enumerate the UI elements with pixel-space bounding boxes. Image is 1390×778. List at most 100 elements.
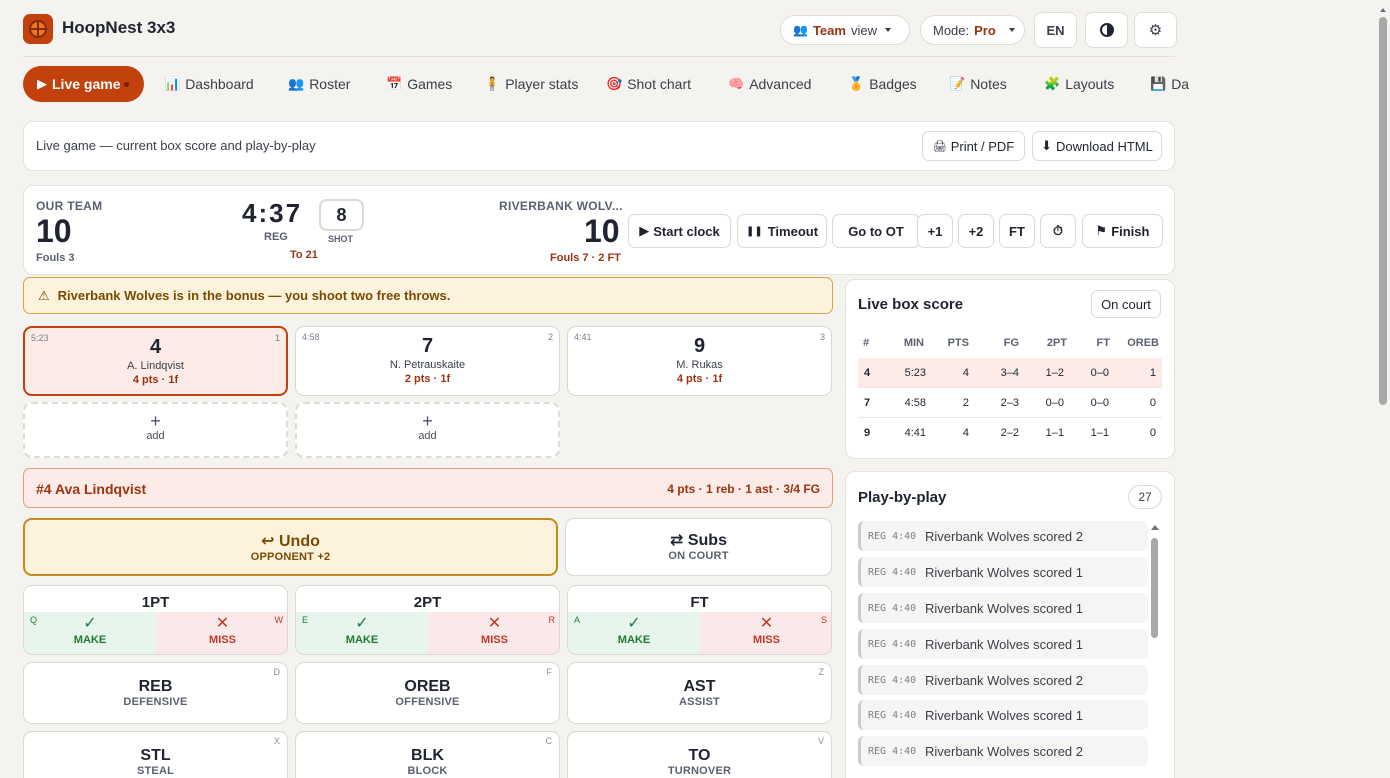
chevron-down-icon bbox=[1008, 28, 1015, 32]
save-icon: 💾 bbox=[1150, 76, 1167, 91]
selected-player-name: #4 Ava Lindqvist bbox=[36, 481, 147, 497]
calendar-icon: 📅 bbox=[386, 76, 403, 91]
timeout-button[interactable]: ❚❚ Timeout bbox=[737, 214, 827, 248]
player-card[interactable]: 4:58 2 7 N. Petrauskaite 2 pts · 1f bbox=[295, 326, 560, 396]
settings-button[interactable]: ⚙ bbox=[1134, 12, 1177, 48]
event-count-badge: 27 bbox=[1128, 485, 1162, 509]
block-button[interactable]: C BLK BLOCK bbox=[295, 731, 560, 778]
list-item[interactable]: REG 4:40 Riverbank Wolves scored 2 bbox=[858, 736, 1148, 766]
subs-button[interactable]: ⇄ Subs ON COURT bbox=[565, 518, 832, 576]
target-score: To 21 bbox=[290, 249, 318, 261]
make-ft-button[interactable]: A ✓ MAKE bbox=[568, 612, 700, 654]
finish-button[interactable]: ⚑ Finish bbox=[1082, 214, 1163, 248]
scroll-up-arrow-icon[interactable] bbox=[1380, 8, 1386, 12]
language-button[interactable]: EN bbox=[1034, 12, 1077, 48]
assist-button[interactable]: Z AST ASSIST bbox=[567, 662, 832, 724]
table-row[interactable]: 7 4:58 2 2–3 0–0 0–0 0 bbox=[858, 388, 1162, 418]
scoreboard: OUR TEAM 10 Fouls 3 4:37 REG To 21 8 SHO… bbox=[23, 185, 1175, 275]
tab-notes[interactable]: 📝 Notes bbox=[949, 76, 1007, 92]
people-icon: 👥 bbox=[288, 76, 305, 91]
list-item[interactable]: REG 4:40 Riverbank Wolves scored 1 bbox=[858, 700, 1148, 730]
player-card[interactable]: 5:23 1 4 A. Lindqvist 4 pts · 1f bbox=[23, 326, 288, 396]
offensive-rebound-button[interactable]: F OREB OFFENSIVE bbox=[295, 662, 560, 724]
list-item[interactable]: REG 4:40 Riverbank Wolves scored 1 bbox=[858, 629, 1148, 659]
subhead-text: Live game — current box score and play-b… bbox=[36, 138, 316, 153]
table-row[interactable]: 9 4:41 4 2–2 1–1 1–1 0 bbox=[864, 427, 1156, 439]
turnover-button[interactable]: V TO TURNOVER bbox=[567, 731, 832, 778]
stopwatch-icon: ⏱ bbox=[1052, 223, 1064, 238]
play-icon: ▶ bbox=[37, 76, 47, 91]
swap-icon: ⇄ bbox=[670, 532, 688, 549]
tab-advanced[interactable]: 🧠 Advanced bbox=[728, 76, 812, 92]
mode-dropdown[interactable]: Mode: Pro bbox=[920, 15, 1025, 45]
tab-live-game[interactable]: ▶ Live game bbox=[23, 66, 144, 102]
shot-group-2pt: 2PT E ✓ MAKE R ✕ MISS bbox=[295, 585, 560, 655]
tab-dashboard[interactable]: 📊 Dashboard bbox=[164, 76, 254, 92]
page-scrollbar-thumb[interactable] bbox=[1379, 17, 1387, 405]
app-header: HoopNest 3x3 👥 Team view Mode: Pro EN ⚙ bbox=[23, 12, 1177, 57]
game-clock[interactable]: 4:37 bbox=[242, 198, 303, 228]
miss-1pt-button[interactable]: W ✕ MISS bbox=[156, 612, 287, 654]
add-player-slot[interactable]: + add bbox=[295, 402, 560, 458]
table-row[interactable]: 4 5:23 4 3–4 1–2 0–0 1 bbox=[858, 358, 1162, 388]
cross-icon: ✕ bbox=[487, 615, 502, 632]
list-item[interactable]: REG 4:40 Riverbank Wolves scored 2 bbox=[858, 665, 1148, 695]
make-1pt-button[interactable]: Q ✓ MAKE bbox=[24, 612, 156, 654]
make-2pt-button[interactable]: E ✓ MAKE bbox=[296, 612, 428, 654]
page-scrollbar-track[interactable] bbox=[1377, 0, 1390, 778]
shot-group-1pt: 1PT Q ✓ MAKE W ✕ MISS bbox=[23, 585, 288, 655]
miss-ft-button[interactable]: S ✕ MISS bbox=[700, 612, 831, 654]
free-throw-button[interactable]: FT bbox=[999, 214, 1035, 248]
our-team-label: OUR TEAM bbox=[36, 199, 103, 213]
download-html-button[interactable]: ⬇ Download HTML bbox=[1032, 131, 1162, 161]
check-icon: ✓ bbox=[83, 615, 97, 632]
tab-games[interactable]: 📅 Games bbox=[386, 76, 453, 92]
plus-two-button[interactable]: +2 bbox=[958, 214, 994, 248]
stopwatch-button[interactable]: ⏱ bbox=[1040, 214, 1076, 248]
our-fouls: Fouls 3 bbox=[36, 252, 75, 264]
steal-button[interactable]: X STL STEAL bbox=[23, 731, 288, 778]
pause-icon: ❚❚ bbox=[745, 225, 763, 237]
tab-player-stats[interactable]: 🧍 Player stats bbox=[484, 76, 579, 92]
printer-icon: 🖨 bbox=[932, 140, 947, 153]
box-score-title: Live box score bbox=[858, 296, 964, 313]
main-nav: ▶ Live game 📊 Dashboard 👥 Roster 📅 Games 🧍 Pl… bbox=[23, 66, 1190, 104]
add-player-slot[interactable]: + add bbox=[23, 402, 288, 458]
start-clock-button[interactable]: ▶ Start clock bbox=[628, 214, 731, 248]
live-dot-icon bbox=[124, 81, 130, 87]
play-by-play-title: Play-by-play bbox=[858, 489, 947, 506]
list-item[interactable]: REG 4:40 Riverbank Wolves scored 1 bbox=[858, 557, 1148, 587]
contrast-toggle-button[interactable] bbox=[1085, 12, 1128, 48]
contrast-icon bbox=[1099, 23, 1114, 37]
print-pdf-button[interactable]: 🖨 Print / PDF bbox=[922, 131, 1025, 161]
tab-layouts[interactable]: 🧩 Layouts bbox=[1044, 76, 1115, 92]
player-icon: 🧍 bbox=[484, 76, 501, 91]
shot-clock[interactable]: 8 bbox=[319, 199, 364, 231]
miss-2pt-button[interactable]: R ✕ MISS bbox=[428, 612, 559, 654]
app-title: HoopNest 3x3 bbox=[62, 18, 176, 37]
team-view-dropdown[interactable]: 👥 Team view bbox=[780, 15, 910, 45]
brain-icon: 🧠 bbox=[728, 76, 745, 91]
list-item[interactable]: REG 4:40 Riverbank Wolves scored 1 bbox=[858, 593, 1148, 623]
player-card[interactable]: 4:41 3 9 M. Rukas 4 pts · 1f bbox=[567, 326, 832, 396]
selected-player-stats: 4 pts · 1 reb · 1 ast · 3/4 FG bbox=[667, 482, 820, 496]
basketball-logo-icon bbox=[23, 14, 53, 44]
play-icon: ▶ bbox=[639, 223, 650, 238]
rebound-button[interactable]: D REB DEFENSIVE bbox=[23, 662, 288, 724]
tab-roster[interactable]: 👥 Roster bbox=[288, 76, 351, 92]
on-court-filter-button[interactable]: On court bbox=[1091, 290, 1161, 318]
period-label: REG bbox=[264, 231, 288, 243]
play-by-play-panel bbox=[845, 471, 1175, 778]
tab-badges[interactable]: 🏅 Badges bbox=[848, 76, 917, 92]
plus-one-button[interactable]: +1 bbox=[917, 214, 953, 248]
target-icon: 🎯 bbox=[606, 76, 623, 91]
tab-shot-chart[interactable]: 🎯 Shot chart bbox=[606, 76, 692, 92]
tab-data[interactable]: 💾 Da bbox=[1150, 76, 1190, 92]
undo-button[interactable]: ↩ Undo OPPONENT +2 bbox=[23, 518, 558, 576]
play-by-play-scrollbar-thumb[interactable] bbox=[1151, 538, 1158, 638]
chart-icon: 📊 bbox=[164, 76, 181, 91]
check-icon: ✓ bbox=[355, 615, 369, 632]
go-to-ot-button[interactable]: Go to OT bbox=[832, 214, 920, 248]
scroll-up-arrow-icon[interactable] bbox=[1151, 525, 1159, 530]
list-item[interactable]: REG 4:40 Riverbank Wolves scored 2 bbox=[858, 521, 1148, 551]
